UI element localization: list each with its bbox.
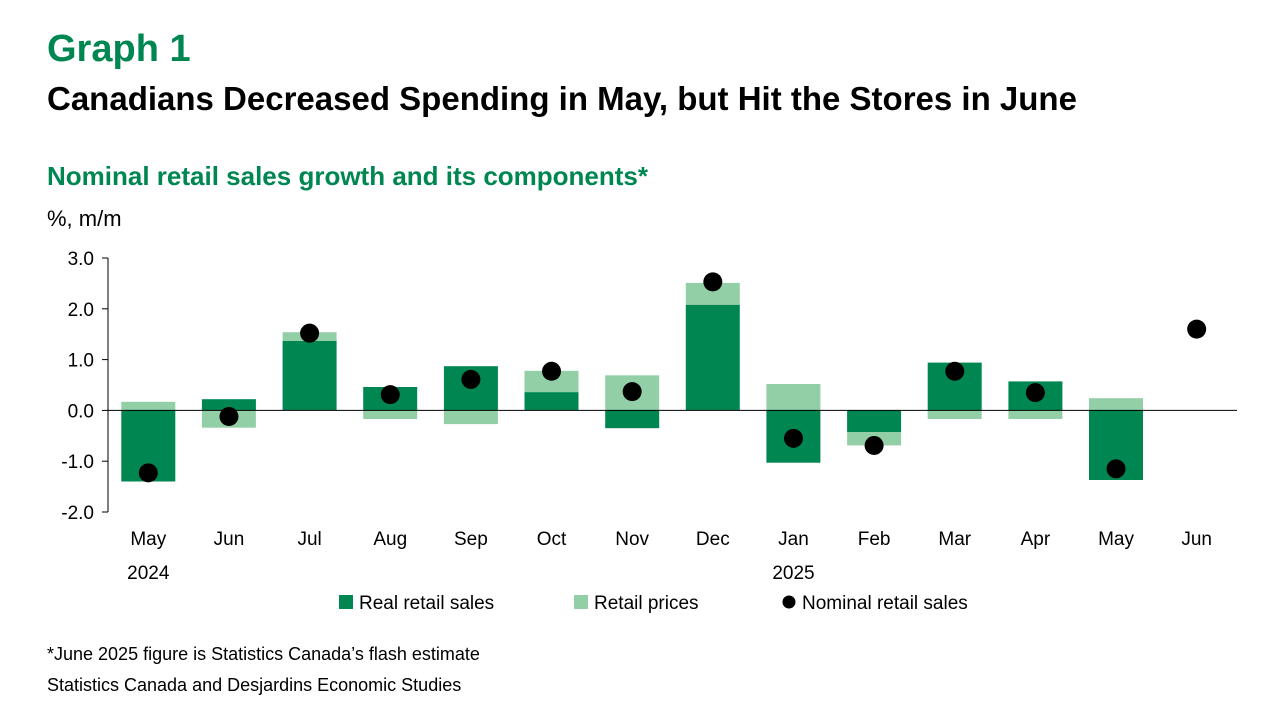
- x-tick-label: Oct: [537, 529, 567, 550]
- legend-label: Real retail sales: [359, 593, 494, 614]
- bar-retail-prices-12: [1089, 398, 1143, 411]
- x-tick-label: Sep: [454, 529, 488, 550]
- marker-nominal-retail-sales-11: [1025, 383, 1045, 403]
- bar-real-retail-sales-2: [282, 340, 337, 411]
- x-tick-label: Feb: [858, 529, 891, 550]
- x-tick-label: Mar: [938, 529, 971, 550]
- x-year-label: 2025: [772, 563, 814, 584]
- x-tick-label: May: [130, 529, 166, 550]
- bar-real-retail-sales-1: [201, 399, 256, 411]
- y-tick-label: -2.0: [61, 503, 94, 524]
- marker-nominal-retail-sales-2: [300, 323, 320, 343]
- retail-sales-chart: 3.0 2.0 1.0 0.0 -1.0 -2.0 May Jun Jul Aug Sep Oct No…: [61, 249, 1237, 614]
- bar-retail-prices-8: [766, 384, 821, 411]
- chart-title: Canadians Decreased Spending in May, but…: [47, 80, 1077, 117]
- x-tick-label: Nov: [615, 529, 649, 550]
- marker-nominal-retail-sales-4: [461, 369, 481, 389]
- marker-nominal-retail-sales-9: [864, 435, 884, 455]
- x-tick-label: Jan: [778, 529, 809, 550]
- x-tick-label: Jul: [297, 529, 321, 550]
- marker-nominal-retail-sales-1: [219, 406, 239, 426]
- y-tick-label: 1.0: [68, 351, 94, 372]
- legend-swatch-retail-prices: [574, 595, 588, 609]
- x-tick-label: Dec: [696, 529, 730, 550]
- bar-real-retail-sales-7: [685, 304, 740, 411]
- bar-real-retail-sales-5: [524, 392, 579, 411]
- markers-layer: [138, 272, 1207, 483]
- marker-nominal-retail-sales-13: [1187, 319, 1207, 339]
- legend: Real retail sales Retail prices Nominal re…: [339, 593, 968, 614]
- bar-real-retail-sales-6: [605, 410, 660, 429]
- bar-retail-prices-4: [443, 410, 498, 425]
- y-tick-label: -1.0: [61, 452, 94, 473]
- x-tick-label: Aug: [373, 529, 407, 550]
- graph-label: Graph 1: [47, 28, 191, 70]
- legend-swatch-real-retail-sales: [339, 595, 353, 609]
- marker-nominal-retail-sales-8: [783, 428, 803, 448]
- x-tick-label: May: [1098, 529, 1134, 550]
- marker-nominal-retail-sales-12: [1106, 459, 1126, 479]
- x-tick-label: Jun: [214, 529, 245, 550]
- legend-label: Retail prices: [594, 593, 699, 614]
- legend-swatch-nominal-retail-sales: [782, 595, 796, 609]
- bar-real-retail-sales-9: [847, 410, 902, 433]
- y-tick-label: 2.0: [68, 300, 94, 321]
- bar-retail-prices-11: [1008, 410, 1063, 419]
- x-year-label: 2024: [127, 563, 170, 584]
- marker-nominal-retail-sales-3: [380, 385, 400, 405]
- bar-retail-prices-3: [363, 410, 418, 419]
- bar-retail-prices-5: [524, 370, 579, 393]
- x-tick-label: Apr: [1021, 529, 1051, 550]
- y-tick-label: 0.0: [68, 401, 94, 422]
- bar-retail-prices-10: [927, 410, 982, 419]
- marker-nominal-retail-sales-7: [703, 272, 723, 292]
- marker-nominal-retail-sales-0: [138, 463, 158, 483]
- axis-layer: 3.0 2.0 1.0 0.0 -1.0 -2.0 May Jun Jul Aug Sep Oct No…: [61, 249, 1237, 584]
- x-tick-label: Jun: [1181, 529, 1212, 550]
- marker-nominal-retail-sales-5: [542, 361, 562, 381]
- y-axis-unit-label: %, m/m: [47, 206, 122, 231]
- legend-label: Nominal retail sales: [802, 593, 968, 614]
- y-tick-label: 3.0: [68, 249, 94, 270]
- bar-retail-prices-0: [121, 401, 176, 411]
- bars-layer: [121, 282, 1143, 482]
- marker-nominal-retail-sales-10: [945, 361, 965, 381]
- marker-nominal-retail-sales-6: [622, 382, 642, 402]
- footnote: *June 2025 figure is Statistics Canada’s…: [47, 644, 480, 664]
- bar-retail-prices-7: [685, 282, 740, 305]
- chart-subtitle: Nominal retail sales growth and its comp…: [47, 161, 649, 191]
- source-note: Statistics Canada and Desjardins Economi…: [47, 675, 462, 695]
